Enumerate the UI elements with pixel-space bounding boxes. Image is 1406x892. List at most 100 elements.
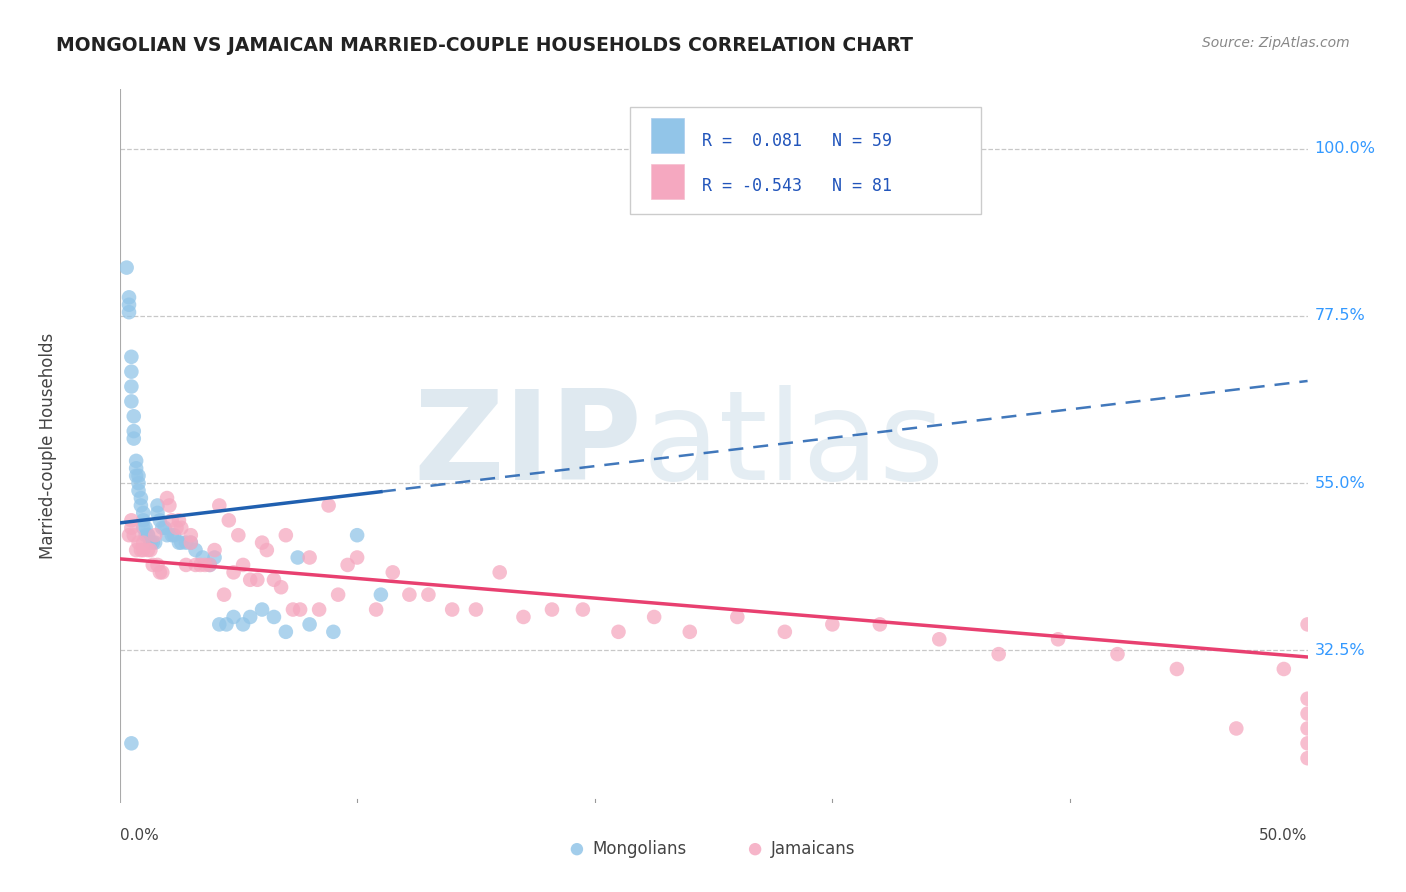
Point bbox=[163, 528, 186, 542]
Point bbox=[184, 558, 207, 572]
Point bbox=[607, 624, 630, 639]
Point bbox=[132, 521, 155, 535]
Point bbox=[136, 543, 159, 558]
Point bbox=[346, 528, 368, 542]
Point bbox=[318, 499, 340, 513]
Point bbox=[1272, 662, 1295, 676]
Point bbox=[250, 535, 273, 549]
Point bbox=[125, 461, 148, 475]
Point bbox=[156, 528, 179, 542]
Text: Married-couple Households: Married-couple Households bbox=[39, 333, 58, 559]
Point bbox=[118, 305, 141, 319]
Text: Source: ZipAtlas.com: Source: ZipAtlas.com bbox=[1202, 36, 1350, 50]
Point bbox=[418, 588, 440, 602]
Bar bbox=[651, 119, 683, 153]
Point bbox=[150, 521, 173, 535]
Text: atlas: atlas bbox=[643, 385, 945, 507]
Point bbox=[298, 550, 321, 565]
Point bbox=[122, 424, 145, 438]
Point bbox=[366, 602, 388, 616]
Point bbox=[204, 550, 226, 565]
Point bbox=[232, 558, 254, 572]
Point bbox=[204, 543, 226, 558]
Point bbox=[160, 528, 183, 542]
Point bbox=[488, 566, 510, 580]
Point bbox=[128, 476, 150, 491]
Point bbox=[512, 610, 534, 624]
Point bbox=[1296, 691, 1319, 706]
Point bbox=[464, 602, 488, 616]
Point bbox=[143, 535, 166, 549]
Text: Mongolians: Mongolians bbox=[592, 840, 686, 858]
Point bbox=[281, 602, 304, 616]
Bar bbox=[651, 164, 683, 199]
Point bbox=[1296, 736, 1319, 750]
Point bbox=[129, 499, 152, 513]
Point bbox=[250, 602, 273, 616]
Text: 32.5%: 32.5% bbox=[1315, 643, 1365, 658]
Point bbox=[194, 558, 217, 572]
Point bbox=[336, 558, 359, 572]
Point bbox=[270, 580, 292, 594]
Point bbox=[263, 573, 285, 587]
Point bbox=[139, 543, 162, 558]
Point bbox=[288, 602, 311, 616]
Point bbox=[157, 499, 180, 513]
Point bbox=[441, 602, 464, 616]
Point bbox=[869, 617, 891, 632]
Point bbox=[1296, 706, 1319, 721]
Point bbox=[232, 617, 254, 632]
Point bbox=[274, 528, 297, 542]
Point bbox=[153, 521, 176, 535]
Point bbox=[128, 483, 150, 498]
Text: ZIP: ZIP bbox=[413, 385, 643, 507]
Point bbox=[143, 528, 166, 542]
Point bbox=[120, 379, 142, 393]
Point bbox=[322, 624, 344, 639]
Point bbox=[191, 550, 214, 565]
Point bbox=[725, 610, 748, 624]
Text: R =  0.081   N = 59: R = 0.081 N = 59 bbox=[702, 132, 891, 150]
Point bbox=[167, 535, 190, 549]
Point bbox=[987, 647, 1010, 661]
Point bbox=[118, 298, 141, 312]
Point bbox=[150, 566, 173, 580]
Point bbox=[139, 535, 162, 549]
Point bbox=[398, 588, 420, 602]
Point bbox=[170, 521, 193, 535]
Point bbox=[132, 535, 155, 549]
Point bbox=[326, 588, 349, 602]
Point bbox=[222, 610, 245, 624]
Point bbox=[166, 521, 188, 535]
Text: MONGOLIAN VS JAMAICAN MARRIED-COUPLE HOUSEHOLDS CORRELATION CHART: MONGOLIAN VS JAMAICAN MARRIED-COUPLE HOU… bbox=[56, 36, 914, 54]
Point bbox=[572, 602, 595, 616]
Point bbox=[180, 528, 202, 542]
Point bbox=[184, 543, 207, 558]
Point bbox=[142, 535, 165, 549]
Point bbox=[129, 543, 152, 558]
Point bbox=[132, 543, 155, 558]
Point bbox=[170, 535, 193, 549]
Point bbox=[125, 454, 148, 468]
Point bbox=[122, 409, 145, 424]
Point bbox=[1225, 722, 1247, 736]
Text: R = -0.543   N = 81: R = -0.543 N = 81 bbox=[702, 177, 891, 194]
Text: 100.0%: 100.0% bbox=[1315, 141, 1375, 156]
Point bbox=[120, 350, 142, 364]
Point bbox=[198, 558, 221, 572]
Text: 50.0%: 50.0% bbox=[1260, 828, 1308, 843]
Point bbox=[208, 617, 231, 632]
Point bbox=[132, 513, 155, 527]
Point bbox=[115, 260, 138, 275]
Point bbox=[122, 432, 145, 446]
FancyBboxPatch shape bbox=[630, 107, 981, 214]
Point bbox=[1296, 751, 1319, 765]
Point bbox=[122, 528, 145, 542]
Point bbox=[821, 617, 844, 632]
Text: 0.0%: 0.0% bbox=[120, 828, 159, 843]
Point bbox=[381, 566, 404, 580]
Point bbox=[174, 535, 197, 549]
Point bbox=[160, 513, 183, 527]
Point bbox=[174, 558, 197, 572]
Point bbox=[208, 499, 231, 513]
